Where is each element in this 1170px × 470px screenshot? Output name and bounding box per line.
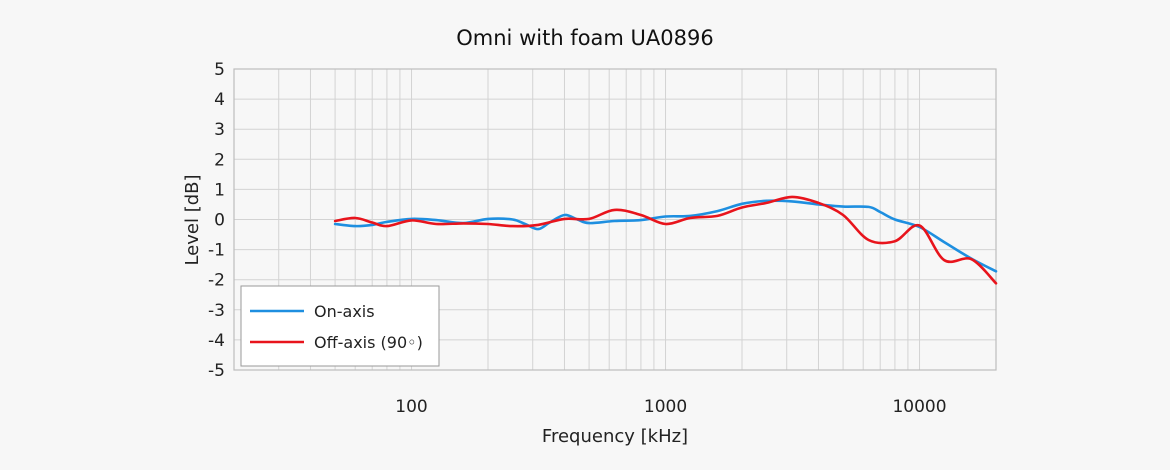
x-axis-label: Frequency [kHz]: [542, 426, 688, 447]
axis-ticks: 5 4 3 2 1 0 -1 -2 -3 -4 -5 100 1000 10000: [208, 60, 947, 417]
chart-title: Omni with foam UA0896: [456, 26, 713, 50]
y-tick-label: 5: [214, 60, 225, 80]
series-line-on-axis: [333, 199, 998, 273]
x-tick-label: 1000: [644, 397, 687, 417]
y-tick-label: 3: [214, 120, 225, 140]
y-tick-label: -4: [208, 331, 225, 351]
y-axis-label: Level [dB]: [182, 174, 203, 265]
series-lines: [333, 195, 998, 285]
y-tick-label: 2: [214, 150, 225, 170]
y-tick-label: -5: [208, 361, 225, 381]
legend-label-off-axis: Off-axis (90◦): [314, 333, 423, 352]
plot-area: [233, 68, 997, 371]
y-tick-label: -3: [208, 301, 225, 321]
y-tick-label: -1: [208, 241, 225, 261]
x-tick-label: 100: [395, 397, 427, 417]
legend: On-axis Off-axis (90◦): [240, 285, 440, 367]
legend-label-on-axis: On-axis: [314, 302, 375, 321]
y-tick-label: 1: [214, 180, 225, 200]
y-tick-label: 0: [214, 211, 225, 231]
legend-box: [240, 285, 440, 367]
series-line-off-axis: [333, 195, 998, 285]
x-tick-label: 10000: [892, 397, 946, 417]
y-tick-label: -2: [208, 271, 225, 291]
y-tick-label: 4: [214, 90, 225, 110]
